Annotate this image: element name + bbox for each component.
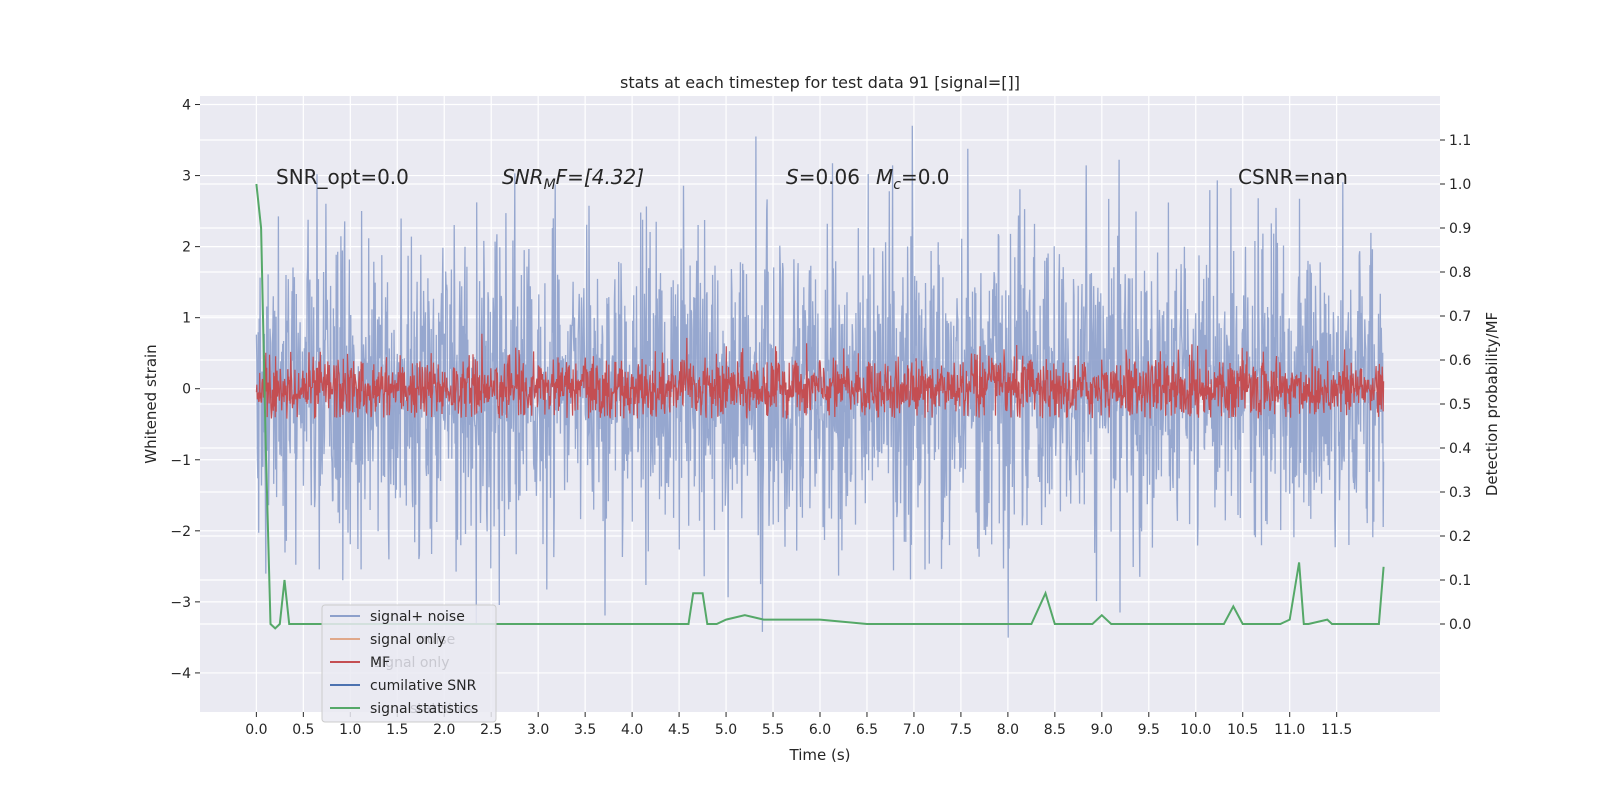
legend-box	[321, 604, 497, 723]
annotation-mc-subscript: c	[893, 177, 901, 193]
x-tick-label: 3.0	[527, 722, 549, 738]
legend-ghost-signal-only: signal only	[374, 655, 449, 671]
x-tick-label: 6.0	[809, 722, 831, 738]
x-tick-label: 7.5	[950, 722, 972, 738]
legend-ghost-statistics: statistics	[410, 701, 472, 717]
y-tick-label-right: 0.9	[1449, 221, 1471, 237]
y-tick-label-right: 0.6	[1449, 353, 1471, 369]
x-tick-label: 3.5	[574, 722, 596, 738]
chart-title: stats at each timestep for test data 91 …	[620, 73, 1020, 92]
y-tick-label-right: 0.3	[1449, 485, 1471, 501]
series-mf-line	[255, 333, 1385, 420]
x-tick-label: 2.0	[433, 722, 455, 738]
y-tick-label-right: 0.4	[1449, 441, 1471, 457]
y-tick-label-right: 0.1	[1449, 573, 1471, 589]
annotation-s-mc: S=0.06 Mc=0.0	[786, 165, 950, 193]
x-tick-label: 6.5	[856, 722, 878, 738]
x-tick-label: 4.0	[621, 722, 643, 738]
y-tick-label-left: −3	[170, 595, 191, 611]
series-signal-statistics-line	[255, 183, 1385, 630]
legend-entry-label: MF	[370, 655, 390, 671]
x-tick-label: 1.5	[386, 722, 408, 738]
y-tick-label-left: 3	[182, 169, 191, 185]
y-axis-label-left: Whitened strain	[142, 344, 160, 463]
x-tick-label: 8.0	[997, 722, 1019, 738]
y-tick-label-left: −1	[170, 453, 191, 469]
legend-entry-label: signal only	[370, 632, 445, 648]
ticks-layer: 0.0 0.5 1.0 1.5 2.0 2.5 3.0 3.5 4.0 4.5 5.0 5.5 6.0 6…	[170, 98, 1471, 738]
legend: noise signal only statistics signal+ noi…	[321, 604, 497, 723]
annotation-csnr: CSNR=nan	[1238, 165, 1348, 189]
x-tick-label: 5.5	[762, 722, 784, 738]
y-tick-label-left: −4	[170, 666, 191, 682]
annotation-snr-mf-subscript: M	[544, 177, 556, 193]
y-tick-label-left: 0	[182, 382, 191, 398]
y-tick-label-right: 0.0	[1449, 617, 1471, 633]
y-axis-label-right: Detection probability/MF	[1483, 312, 1501, 496]
y-tick-label-left: 1	[182, 311, 191, 327]
series-layer	[255, 125, 1385, 638]
x-tick-label: 9.5	[1138, 722, 1160, 738]
y-tick-label-left: 2	[182, 240, 191, 256]
x-tick-label: 0.0	[245, 722, 267, 738]
x-tick-label: 10.0	[1180, 722, 1211, 738]
annotation-s-symbol: S	[786, 165, 799, 189]
annotation-mc-value: =0.0	[901, 165, 950, 189]
x-tick-label: 1.0	[339, 722, 361, 738]
legend-entry-label: cumilative SNR	[370, 678, 477, 694]
x-tick-label: 9.0	[1091, 722, 1113, 738]
x-tick-label: 10.5	[1227, 722, 1258, 738]
x-tick-label: 2.5	[480, 722, 502, 738]
legend-entry-label: signal+ noise	[370, 609, 465, 625]
x-tick-label: 0.5	[292, 722, 314, 738]
x-axis-label: Time (s)	[789, 746, 851, 764]
series-signal-noise-line	[255, 125, 1385, 638]
x-tick-label: 11.5	[1321, 722, 1352, 738]
y-tick-label-right: 1.0	[1449, 177, 1471, 193]
legend-entry-label: signal statistics	[370, 701, 478, 717]
y-tick-label-right: 0.2	[1449, 529, 1471, 545]
annotation-snr-mf: SNRMF=[4.32]	[502, 165, 644, 193]
annotation-snr-mf-rest: F=[4.32]	[556, 165, 644, 189]
legend-ghost-noise: noise	[418, 632, 455, 648]
y-tick-label-right: 1.1	[1449, 133, 1471, 149]
y-tick-label-left: −2	[170, 524, 191, 540]
annotation-snr-mf-symbol: SNR	[502, 165, 544, 189]
x-tick-label: 5.0	[715, 722, 737, 738]
annotation-mc-symbol: M	[876, 165, 893, 189]
x-tick-label: 8.5	[1044, 722, 1066, 738]
annotation-s-value: =0.06	[799, 165, 860, 189]
y-tick-label-right: 0.5	[1449, 397, 1471, 413]
annotation-snr-opt: SNR_opt=0.0	[276, 165, 409, 189]
x-tick-label: 4.5	[668, 722, 690, 738]
y-tick-label-right: 0.8	[1449, 265, 1471, 281]
x-tick-label: 7.0	[903, 722, 925, 738]
x-tick-label: 11.0	[1274, 722, 1305, 738]
y-tick-label-left: 4	[182, 98, 191, 114]
y-tick-label-right: 0.7	[1449, 309, 1471, 325]
